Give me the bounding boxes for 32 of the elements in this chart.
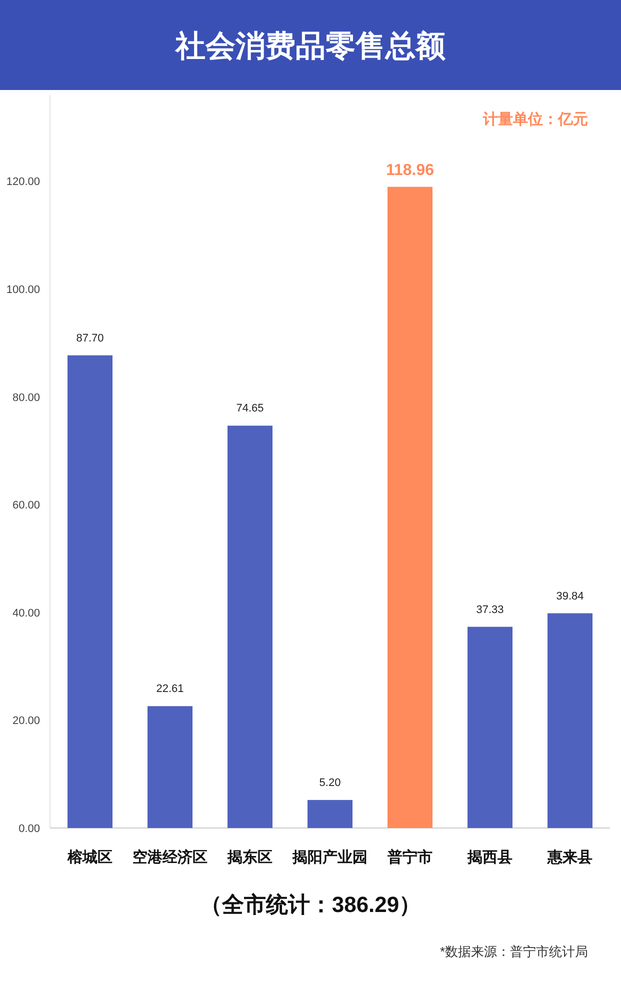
- bar: [308, 800, 352, 828]
- bar: [388, 186, 432, 828]
- data-label: 22.61: [156, 683, 184, 696]
- data-label: 37.33: [476, 604, 504, 616]
- y-tick-label: 40.00: [12, 607, 40, 620]
- bar: [548, 613, 592, 828]
- data-label: 87.70: [76, 332, 104, 344]
- data-label: 118.96: [386, 162, 434, 179]
- y-tick-label: 60.00: [12, 500, 40, 512]
- data-label: 5.20: [319, 776, 341, 789]
- x-tick-label: 揭西县: [466, 849, 512, 866]
- bar: [468, 626, 512, 828]
- annotation: 计量单位：亿元: [482, 111, 588, 128]
- text: （全市统计：386.29）: [200, 892, 422, 917]
- x-tick-label: 空港经济区: [132, 848, 208, 866]
- bar: [148, 706, 192, 828]
- y-tick-label: 20.00: [12, 715, 40, 728]
- x-tick-label: 揭东区: [226, 848, 272, 866]
- text: *数据来源：普宁市统计局: [440, 944, 588, 959]
- x-tick-label: 揭阳产业园: [292, 849, 368, 866]
- x-tick-label: 普宁市: [386, 848, 432, 866]
- data-label: 39.84: [556, 590, 584, 602]
- x-tick-label: 榕城区: [66, 849, 112, 866]
- bar: [68, 355, 112, 828]
- chart-title: 社会消费品零售总额: [174, 29, 446, 63]
- y-tick-label: 0.00: [18, 823, 40, 835]
- data-label: 74.65: [236, 402, 264, 415]
- x-tick-label: 惠来县: [546, 849, 592, 866]
- y-tick-label: 100.00: [6, 284, 40, 296]
- bar: [228, 426, 272, 828]
- y-tick-label: 120.00: [6, 176, 40, 188]
- y-tick-label: 80.00: [12, 392, 40, 404]
